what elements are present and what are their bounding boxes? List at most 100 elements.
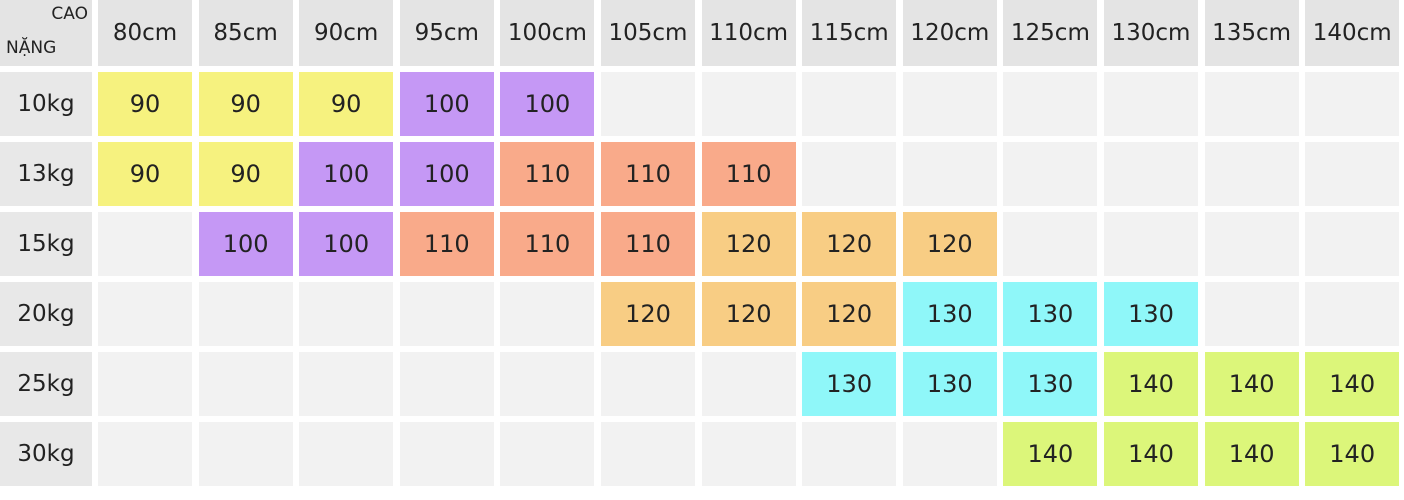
empty-cell (98, 352, 192, 416)
empty-cell (802, 142, 897, 206)
size-cell: 140 (1305, 352, 1400, 416)
column-header: 135cm (1204, 0, 1299, 66)
column-header: 95cm (399, 0, 494, 66)
size-cell: 130 (802, 352, 897, 416)
empty-cell (198, 422, 293, 486)
empty-cell (601, 72, 695, 136)
column-header: 85cm (198, 0, 293, 66)
empty-cell (601, 352, 695, 416)
size-cell: 90 (299, 72, 394, 136)
corner-height-label: CAO (51, 4, 88, 24)
size-cell: 120 (802, 282, 897, 346)
corner-cell: CAO NẶNG (0, 0, 92, 66)
column-header: 100cm (500, 0, 595, 66)
empty-cell (299, 282, 394, 346)
column-header: 80cm (98, 0, 192, 66)
row-header: 10kg (0, 72, 92, 136)
size-cell: 90 (98, 72, 192, 136)
row-header: 30kg (0, 422, 92, 486)
size-cell: 120 (701, 282, 796, 346)
empty-cell (198, 282, 293, 346)
size-cell: 120 (601, 282, 695, 346)
size-cell: 140 (1104, 352, 1198, 416)
empty-cell (1204, 72, 1299, 136)
size-cell: 110 (500, 142, 595, 206)
size-cell: 100 (399, 72, 494, 136)
empty-cell (1003, 72, 1098, 136)
empty-cell (1104, 72, 1198, 136)
column-header: 105cm (601, 0, 695, 66)
empty-cell (902, 142, 997, 206)
empty-cell (500, 422, 595, 486)
empty-cell (902, 72, 997, 136)
empty-cell (299, 352, 394, 416)
size-cell: 140 (1204, 422, 1299, 486)
column-header: 110cm (701, 0, 796, 66)
column-header: 125cm (1003, 0, 1098, 66)
empty-cell (1305, 282, 1400, 346)
empty-cell (1003, 212, 1098, 276)
size-cell: 110 (701, 142, 796, 206)
size-cell: 110 (601, 142, 695, 206)
empty-cell (1204, 212, 1299, 276)
size-cell: 120 (802, 212, 897, 276)
size-cell: 110 (601, 212, 695, 276)
empty-cell (500, 282, 595, 346)
empty-cell (399, 422, 494, 486)
size-cell: 130 (902, 352, 997, 416)
size-cell: 100 (399, 142, 494, 206)
size-cell: 130 (1003, 282, 1098, 346)
empty-cell (299, 422, 394, 486)
empty-cell (98, 212, 192, 276)
empty-cell (802, 422, 897, 486)
size-cell: 100 (500, 72, 595, 136)
size-cell: 130 (902, 282, 997, 346)
row-header: 15kg (0, 212, 92, 276)
size-cell: 120 (701, 212, 796, 276)
row-header: 25kg (0, 352, 92, 416)
empty-cell (198, 352, 293, 416)
size-cell: 130 (1104, 282, 1198, 346)
row-header: 20kg (0, 282, 92, 346)
empty-cell (1104, 212, 1198, 276)
column-header: 115cm (802, 0, 897, 66)
size-cell: 90 (98, 142, 192, 206)
empty-cell (98, 422, 192, 486)
empty-cell (1104, 142, 1198, 206)
empty-cell (1305, 72, 1400, 136)
size-cell: 90 (198, 72, 293, 136)
column-header: 90cm (299, 0, 394, 66)
row-header: 13kg (0, 142, 92, 206)
empty-cell (98, 282, 192, 346)
size-cell: 110 (500, 212, 595, 276)
column-header: 130cm (1104, 0, 1198, 66)
empty-cell (1204, 282, 1299, 346)
size-cell: 100 (198, 212, 293, 276)
size-cell: 120 (902, 212, 997, 276)
column-header: 120cm (902, 0, 997, 66)
empty-cell (902, 422, 997, 486)
size-cell: 140 (1003, 422, 1098, 486)
empty-cell (1003, 142, 1098, 206)
empty-cell (399, 352, 494, 416)
empty-cell (500, 352, 595, 416)
size-cell: 100 (299, 212, 394, 276)
size-cell: 130 (1003, 352, 1098, 416)
empty-cell (399, 282, 494, 346)
size-cell: 140 (1305, 422, 1400, 486)
size-cell: 140 (1104, 422, 1198, 486)
size-cell: 110 (399, 212, 494, 276)
empty-cell (1305, 212, 1400, 276)
empty-cell (802, 72, 897, 136)
size-cell: 90 (198, 142, 293, 206)
empty-cell (1204, 142, 1299, 206)
empty-cell (1305, 142, 1400, 206)
size-cell: 100 (299, 142, 394, 206)
empty-cell (601, 422, 695, 486)
size-cell: 140 (1204, 352, 1299, 416)
corner-weight-label: NẶNG (6, 38, 57, 58)
empty-cell (701, 422, 796, 486)
empty-cell (701, 72, 796, 136)
column-header: 140cm (1305, 0, 1400, 66)
